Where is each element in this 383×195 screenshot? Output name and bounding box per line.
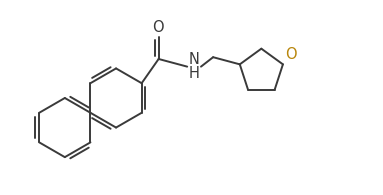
Text: O: O <box>152 20 164 35</box>
Text: O: O <box>285 47 296 62</box>
Text: N
H: N H <box>188 52 199 81</box>
